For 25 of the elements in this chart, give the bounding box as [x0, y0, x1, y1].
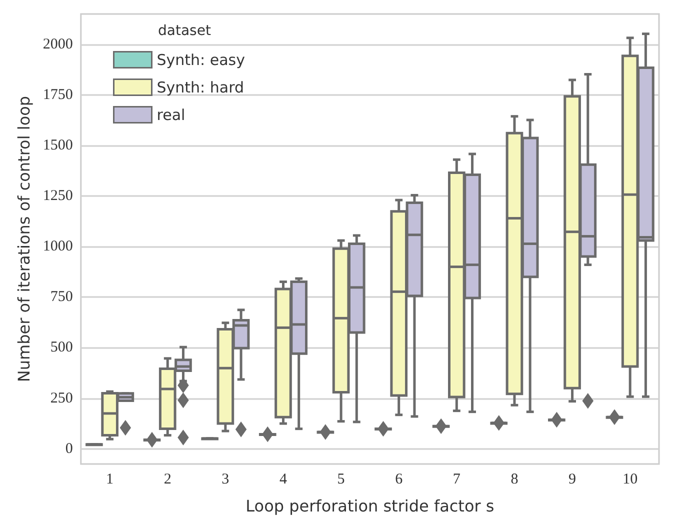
x-tick-label: 5 — [337, 472, 345, 488]
legend-label: Synth: hard — [156, 78, 244, 96]
x-tick-label: 7 — [452, 472, 461, 488]
x-tick-label: 4 — [279, 472, 288, 488]
y-tick-label: 1000 — [42, 238, 73, 255]
x-tick-label: 8 — [510, 472, 518, 488]
y-tick-label: 1500 — [42, 137, 73, 154]
x-tick-label: 3 — [222, 472, 230, 488]
x-tick-label: 9 — [568, 472, 576, 488]
y-tick-label: 750 — [50, 289, 73, 306]
y-tick-label: 1250 — [42, 188, 73, 204]
x-tick-label: 10 — [622, 472, 638, 488]
y-axis-title: Number of iterations of control loop — [14, 96, 34, 382]
x-axis-title: Loop perforation stride factor s — [246, 496, 494, 516]
y-tick-label: 1750 — [42, 86, 73, 103]
legend-label: real — [156, 106, 186, 124]
x-tick-label: 6 — [395, 472, 404, 488]
legend-title: dataset — [158, 23, 212, 39]
x-tick-label: 2 — [164, 472, 172, 488]
legend-label: Synth: easy — [156, 50, 246, 69]
y-tick-label: 500 — [50, 340, 73, 356]
x-tick-label: 1 — [106, 472, 114, 488]
y-tick-label: 250 — [50, 390, 73, 406]
y-tick-label: 2000 — [42, 36, 73, 52]
y-tick-label: 0 — [65, 440, 73, 457]
